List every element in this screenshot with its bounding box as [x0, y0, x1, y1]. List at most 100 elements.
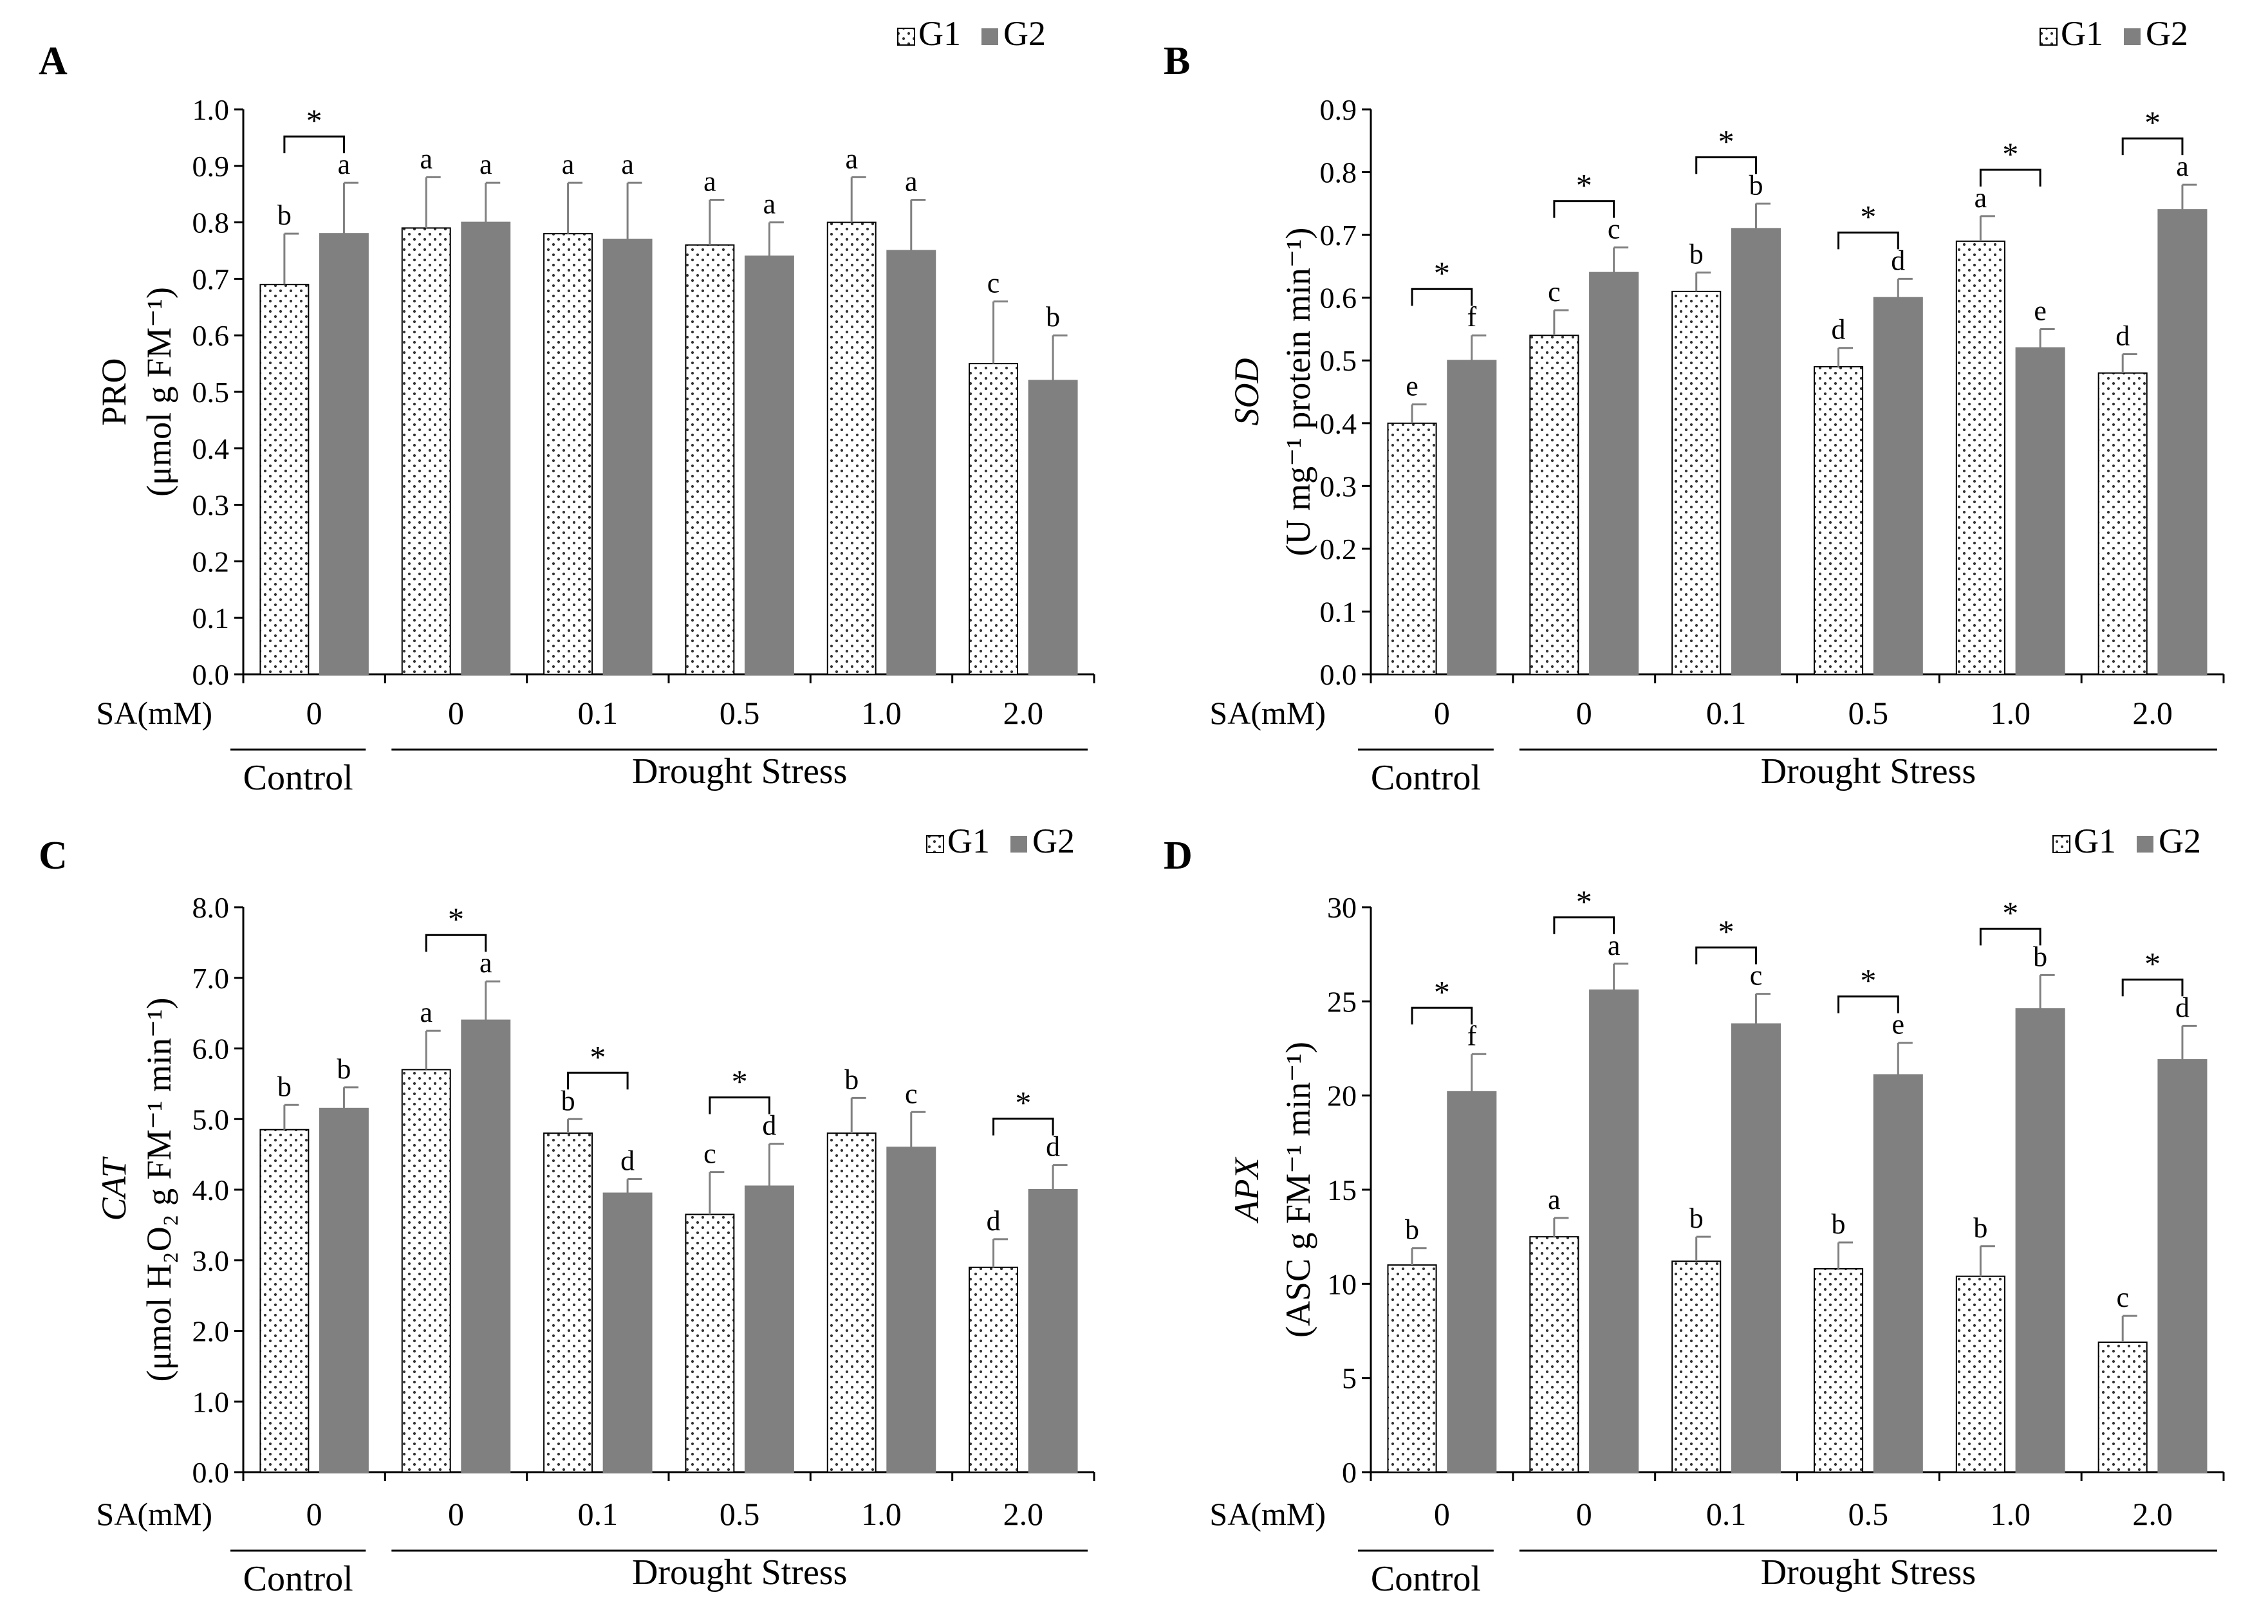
- x-category-label: 0: [306, 695, 322, 731]
- bar-g2: [1447, 1091, 1497, 1473]
- y-tick-label: 0.5: [1320, 344, 1357, 377]
- legend-label-g2: G2: [1003, 14, 1046, 53]
- bar-g1: [2097, 1342, 2148, 1473]
- panel-letter: C: [39, 834, 68, 878]
- bar-g1: [1387, 1264, 1437, 1473]
- y-tick-label: 0.7: [1320, 219, 1357, 252]
- significance-letter: a: [763, 189, 776, 220]
- panel-letter: B: [1164, 39, 1190, 83]
- significance-star: *: [732, 1064, 748, 1100]
- legend-label-g2: G2: [1032, 822, 1075, 860]
- y-tick-label: 0.9: [192, 150, 230, 183]
- panel-letter: A: [39, 39, 68, 83]
- y-tick-label: 0.3: [192, 489, 230, 522]
- significance-letter: a: [562, 149, 575, 180]
- bar-g2: [461, 221, 511, 676]
- x-category-label: 1.0: [1991, 695, 2031, 731]
- significance-letter: a: [420, 997, 432, 1028]
- group-label-control: Control: [243, 758, 353, 798]
- significance-star: *: [306, 102, 322, 138]
- significance-bracket: [567, 1071, 629, 1090]
- legend-swatch-g2: [2137, 836, 2153, 853]
- legend-swatch-g2: [2124, 28, 2141, 45]
- y-tick-label: 7.0: [192, 962, 230, 995]
- legend-swatch-g1: [897, 28, 915, 46]
- legend-label-g1: G1: [947, 822, 990, 860]
- group-label-control: Control: [243, 1559, 353, 1599]
- y-axis-unit: (ASC g FM⁻¹ min⁻¹): [1279, 1042, 1317, 1338]
- significance-bracket: [283, 135, 345, 154]
- x-category-label: 1.0: [1991, 1496, 2031, 1532]
- x-category-label: 2.0: [2132, 1496, 2173, 1532]
- group-label-drought: Drought Stress: [632, 752, 847, 791]
- x-category-label: 0: [448, 695, 464, 731]
- bar-g1: [826, 1132, 877, 1473]
- significance-bracket: [2121, 978, 2184, 997]
- x-category-label: 0: [1434, 1496, 1450, 1532]
- bar-g1: [1671, 1260, 1722, 1473]
- legend-swatch-g2: [981, 28, 998, 45]
- significance-star: *: [1718, 123, 1734, 159]
- bar-g2: [2015, 1008, 2065, 1473]
- x-category-label: 0.1: [578, 1496, 618, 1532]
- x-category-label: 0.5: [720, 1496, 760, 1532]
- legend-swatch-g1: [2052, 835, 2070, 853]
- x-category-label: 0.1: [578, 695, 618, 731]
- y-tick-label: 0.9: [1320, 93, 1357, 126]
- significance-letter: b: [2033, 941, 2047, 972]
- significance-letter: b: [561, 1085, 575, 1116]
- y-tick-label: 0.2: [1320, 533, 1357, 566]
- x-category-label: 0: [448, 1496, 464, 1532]
- bar-g2: [602, 1192, 653, 1473]
- bar-g1: [2097, 372, 2148, 675]
- x-prefix: SA(mM): [96, 695, 212, 731]
- x-category-label: 2.0: [1003, 1496, 1044, 1532]
- legend: G1 G2: [926, 822, 1075, 860]
- significance-letter: d: [1046, 1131, 1060, 1163]
- y-tick-label: 0.6: [1320, 282, 1357, 315]
- panel-A: A 0.0 0.1 0.2 0.3 0.4 0.5 0.6 0.7 0.8 0.9 1.0 PRO (μm…: [39, 14, 1095, 798]
- legend-swatch-g2: [1010, 836, 1027, 853]
- bar-g2: [1028, 1189, 1078, 1473]
- significance-letter: a: [1975, 182, 1987, 214]
- significance-letter: d: [1832, 314, 1846, 346]
- panel-B: B 0.0 0.1 0.2 0.3 0.4 0.5 0.6 0.7 0.8 0.9 SOD (U mg⁻…: [1164, 14, 2225, 798]
- y-tick-label: 5.0: [192, 1103, 230, 1136]
- significance-star: *: [2002, 894, 2018, 930]
- significance-letter: a: [479, 947, 492, 979]
- significance-letter: b: [337, 1053, 351, 1085]
- bar-g1: [1814, 1268, 1864, 1473]
- bar-g1: [969, 363, 1019, 675]
- significance-letter: c: [1608, 214, 1621, 245]
- significance-letter: f: [1467, 1020, 1476, 1051]
- y-tick-label: 0.2: [192, 545, 230, 578]
- x-prefix: SA(mM): [96, 1496, 212, 1532]
- significance-letter: e: [1892, 1009, 1905, 1040]
- significance-letter: b: [1689, 1203, 1704, 1234]
- x-category-label: 0.5: [1848, 695, 1889, 731]
- significance-letter: b: [1405, 1214, 1419, 1246]
- y-tick-label: 0.3: [1320, 470, 1357, 503]
- legend-label-g1: G1: [918, 14, 961, 53]
- significance-letter: a: [845, 143, 858, 174]
- y-tick-label: 4.0: [192, 1174, 230, 1206]
- bar-g2: [744, 1185, 794, 1473]
- group-label-drought: Drought Stress: [1761, 1553, 1976, 1592]
- significance-bracket: [992, 1118, 1054, 1136]
- significance-letter: c: [1750, 960, 1763, 992]
- x-category-label: 1.0: [861, 1496, 902, 1532]
- y-tick-label: 1.0: [192, 93, 230, 126]
- significance-star: *: [1576, 883, 1592, 919]
- bar-g2: [1028, 380, 1078, 675]
- significance-star: *: [1718, 914, 1734, 950]
- x-category-label: 0.5: [720, 695, 760, 731]
- group-label-drought: Drought Stress: [632, 1553, 847, 1592]
- significance-letter: c: [905, 1078, 918, 1109]
- significance-letter: a: [1608, 930, 1621, 961]
- x-category-label: 2.0: [2132, 695, 2173, 731]
- significance-letter: a: [621, 149, 634, 180]
- bar-g2: [1447, 360, 1497, 675]
- bar-g1: [685, 244, 735, 676]
- y-axis-unit: (U mg⁻¹ protein min⁻¹): [1279, 228, 1317, 557]
- significance-star: *: [1860, 198, 1876, 234]
